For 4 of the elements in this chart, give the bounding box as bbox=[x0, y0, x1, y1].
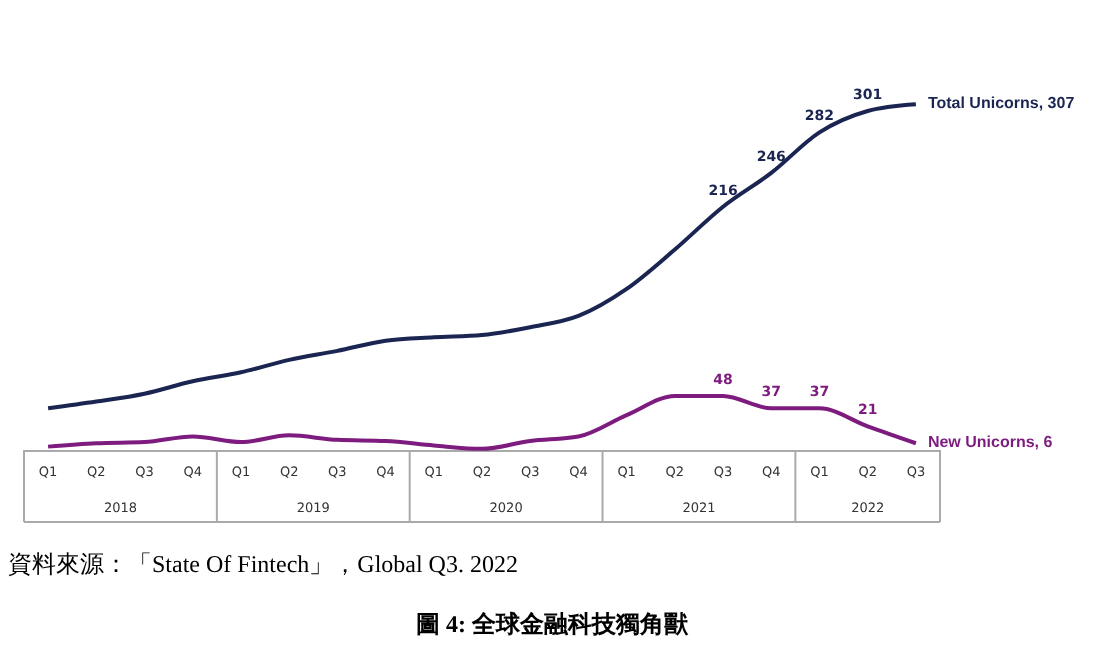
source-note: 資料來源：「State Of Fintech」，Global Q3. 2022 bbox=[8, 548, 518, 582]
series-label: New Unicorns, 6 bbox=[927, 433, 1054, 452]
text: 圖 4: 全球金融科技獨角獸 bbox=[414, 608, 690, 642]
series-label: Total Unicorns, 307 bbox=[927, 94, 1076, 113]
